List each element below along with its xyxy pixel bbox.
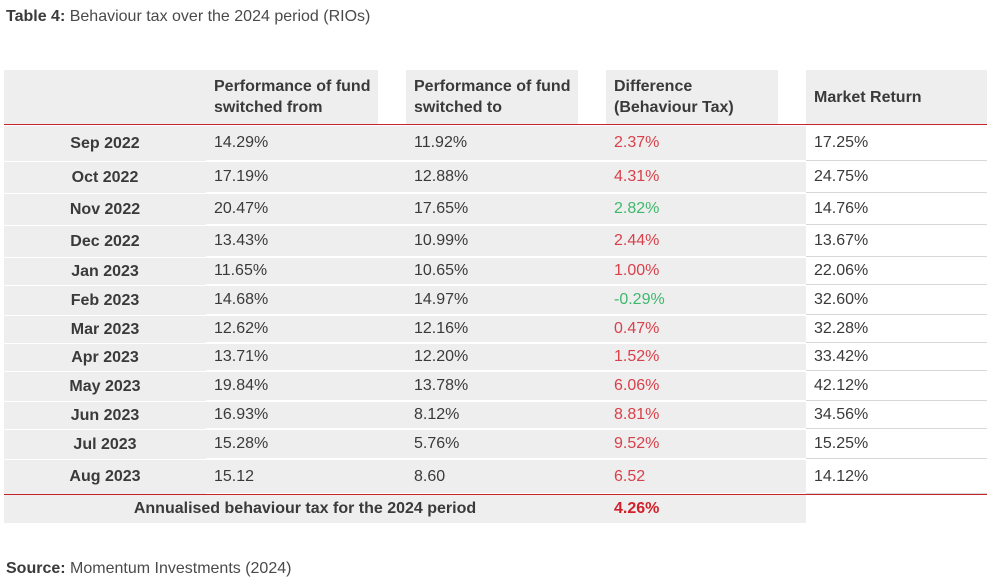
row-to-value: 8.60 (406, 460, 606, 494)
row-market-value: 34.56% (806, 402, 987, 429)
row-market-value: 32.28% (806, 316, 987, 343)
row-diff-value: -0.29% (606, 286, 806, 315)
row-month: Jan 2023 (4, 258, 206, 286)
row-from-value: 13.43% (206, 226, 406, 257)
row-to-value: 10.65% (406, 258, 606, 285)
row-from-value: 19.84% (206, 372, 406, 401)
row-month: Feb 2023 (4, 286, 206, 316)
row-from-value: 20.47% (206, 194, 406, 225)
table-row: Jan 2023 11.65% 10.65% 1.00% 22.06% (4, 258, 987, 286)
header-cell-market: Market Return (806, 70, 987, 124)
row-month: Nov 2022 (4, 194, 206, 226)
header-cell-month (4, 70, 206, 124)
row-market-value: 22.06% (806, 258, 987, 285)
row-from-value: 11.65% (206, 258, 406, 285)
row-market-value: 42.12% (806, 372, 987, 401)
source-label: Source: (6, 560, 66, 577)
header-cell-to: Performance of fund switched to (406, 70, 578, 124)
header-cell-diff: Difference (Behaviour Tax) (606, 70, 778, 124)
row-from-value: 16.93% (206, 402, 406, 429)
row-to-value: 12.88% (406, 162, 606, 193)
table-row: Dec 2022 13.43% 10.99% 2.44% 13.67% (4, 226, 987, 258)
row-to-value: 12.20% (406, 344, 606, 371)
row-to-value: 10.99% (406, 226, 606, 257)
row-market-value: 15.25% (806, 430, 987, 459)
row-month: May 2023 (4, 372, 206, 402)
row-month: Apr 2023 (4, 344, 206, 372)
row-market-value: 33.42% (806, 344, 987, 371)
row-month: Oct 2022 (4, 162, 206, 194)
header-cell-from: Performance of fund switched from (206, 70, 378, 124)
row-from-value: 14.68% (206, 286, 406, 315)
row-diff-value: 1.00% (606, 258, 806, 285)
row-to-value: 5.76% (406, 430, 606, 459)
row-diff-value: 0.47% (606, 316, 806, 343)
row-diff-value: 9.52% (606, 430, 806, 459)
row-month: Mar 2023 (4, 316, 206, 344)
row-from-value: 17.19% (206, 162, 406, 193)
row-market-value: 14.76% (806, 194, 987, 225)
table-header-row: Performance of fund switched from Perfor… (4, 70, 987, 124)
row-market-value: 13.67% (806, 226, 987, 257)
row-to-value: 13.78% (406, 372, 606, 401)
row-to-value: 11.92% (406, 126, 606, 161)
row-diff-value: 2.44% (606, 226, 806, 257)
table-row: Feb 2023 14.68% 14.97% -0.29% 32.60% (4, 286, 987, 316)
row-from-value: 15.28% (206, 430, 406, 459)
table-footer-row: Annualised behaviour tax for the 2024 pe… (4, 495, 987, 523)
table-caption: Table 4: Behaviour tax over the 2024 per… (6, 8, 370, 26)
footer-total-value: 4.26% (606, 495, 806, 523)
row-to-value: 8.12% (406, 402, 606, 429)
table-row: May 2023 19.84% 13.78% 6.06% 42.12% (4, 372, 987, 402)
row-from-value: 15.12 (206, 460, 406, 494)
row-month: Aug 2023 (4, 460, 206, 495)
row-month: Jun 2023 (4, 402, 206, 430)
row-market-value: 17.25% (806, 126, 987, 161)
row-market-value: 14.12% (806, 460, 987, 494)
source-text: Momentum Investments (2024) (70, 560, 292, 577)
table-row: Jul 2023 15.28% 5.76% 9.52% 15.25% (4, 430, 987, 460)
footer-label: Annualised behaviour tax for the 2024 pe… (4, 495, 606, 523)
table-row: Apr 2023 13.71% 12.20% 1.52% 33.42% (4, 344, 987, 372)
row-month: Dec 2022 (4, 226, 206, 258)
row-diff-value: 8.81% (606, 402, 806, 429)
table-row: Sep 2022 14.29% 11.92% 2.37% 17.25% (4, 126, 987, 162)
row-to-value: 14.97% (406, 286, 606, 315)
row-diff-value: 4.31% (606, 162, 806, 193)
row-market-value: 24.75% (806, 162, 987, 193)
caption-label: Table 4: (6, 8, 66, 25)
row-from-value: 14.29% (206, 126, 406, 161)
row-to-value: 12.16% (406, 316, 606, 343)
table-row: Nov 2022 20.47% 17.65% 2.82% 14.76% (4, 194, 987, 226)
row-month: Sep 2022 (4, 126, 206, 162)
row-diff-value: 2.37% (606, 126, 806, 161)
row-from-value: 13.71% (206, 344, 406, 371)
row-to-value: 17.65% (406, 194, 606, 225)
row-market-value: 32.60% (806, 286, 987, 315)
table-row: Mar 2023 12.62% 12.16% 0.47% 32.28% (4, 316, 987, 344)
row-diff-value: 6.52 (606, 460, 806, 494)
row-month: Jul 2023 (4, 430, 206, 460)
row-diff-value: 2.82% (606, 194, 806, 225)
table-row: Oct 2022 17.19% 12.88% 4.31% 24.75% (4, 162, 987, 194)
source-note: Source: Momentum Investments (2024) (6, 560, 291, 578)
row-diff-value: 1.52% (606, 344, 806, 371)
footer-divider (4, 494, 987, 495)
row-from-value: 12.62% (206, 316, 406, 343)
table-row: Aug 2023 15.12 8.60 6.52 14.12% (4, 460, 987, 495)
header-divider (4, 124, 987, 125)
table-row: Jun 2023 16.93% 8.12% 8.81% 34.56% (4, 402, 987, 430)
row-diff-value: 6.06% (606, 372, 806, 401)
caption-text: Behaviour tax over the 2024 period (RIOs… (69, 8, 371, 25)
